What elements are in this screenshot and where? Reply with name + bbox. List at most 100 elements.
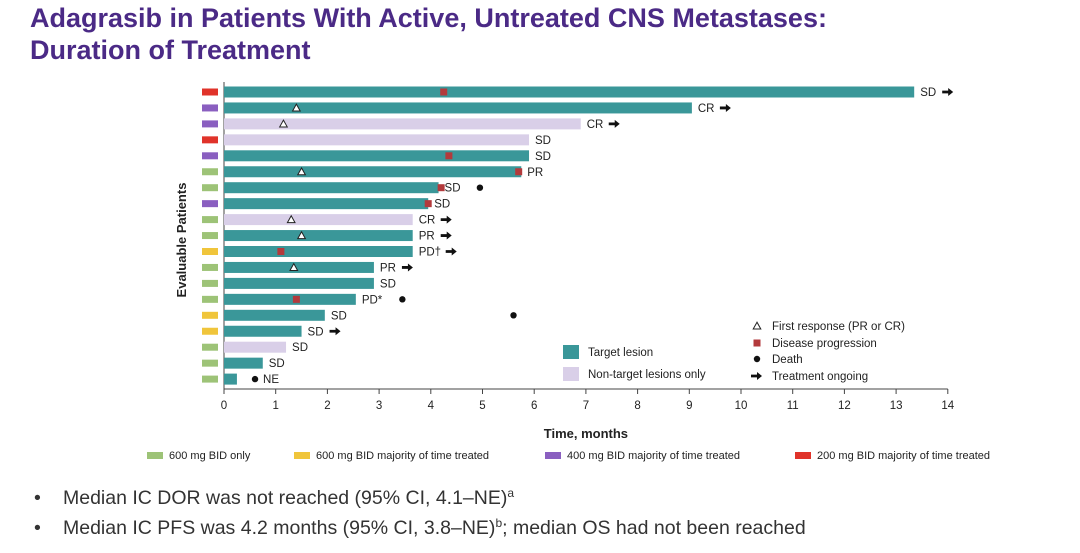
first-response-marker bbox=[278, 119, 289, 128]
legend-dose-label: 400 mg BID majority of time treated bbox=[567, 450, 740, 462]
legend-ongoing-label: Treatment ongoing bbox=[772, 371, 868, 383]
duration-bar bbox=[224, 86, 915, 98]
legend-target-label: Target lesion bbox=[588, 347, 653, 359]
first-response-marker bbox=[296, 166, 307, 176]
dose-marker bbox=[202, 200, 218, 208]
first-response-marker bbox=[291, 103, 302, 112]
duration-bar bbox=[224, 261, 374, 273]
death-marker bbox=[476, 184, 484, 191]
legend-dose-swatch bbox=[294, 452, 310, 459]
x-tick-label: 14 bbox=[941, 400, 954, 412]
duration-bar bbox=[224, 198, 429, 210]
x-tick-label: 0 bbox=[221, 400, 227, 412]
legend-dose-label: 200 mg BID majority of time treated bbox=[817, 450, 990, 462]
dose-marker bbox=[202, 311, 218, 319]
duration-bar bbox=[224, 182, 439, 194]
dose-marker bbox=[202, 168, 218, 176]
dose-marker bbox=[202, 295, 218, 303]
bullet-glyph: • bbox=[34, 517, 41, 539]
progression-marker bbox=[292, 295, 300, 303]
dose-marker bbox=[202, 359, 218, 367]
progression-marker bbox=[437, 184, 445, 192]
progression-marker bbox=[445, 152, 453, 160]
progression-marker bbox=[424, 200, 432, 208]
bar-label: PR bbox=[380, 262, 396, 274]
x-tick-label: 13 bbox=[890, 400, 903, 412]
duration-bar bbox=[224, 373, 237, 385]
dose-marker bbox=[202, 216, 218, 224]
bar-label: SD bbox=[434, 199, 450, 211]
dose-marker bbox=[202, 375, 218, 383]
duration-bar bbox=[224, 325, 302, 337]
duration-bar bbox=[224, 246, 413, 257]
bullet-item: • Median IC PFS was 4.2 months (95% CI, 3… bbox=[30, 513, 806, 543]
duration-bar bbox=[224, 293, 356, 305]
bar-label: SD bbox=[535, 135, 551, 147]
ongoing-arrow bbox=[329, 327, 341, 336]
x-tick-label: 8 bbox=[634, 400, 640, 412]
legend-dose-swatch bbox=[545, 452, 561, 459]
bar-label: PD* bbox=[362, 294, 383, 306]
bullet-glyph: • bbox=[34, 487, 41, 509]
duration-bar bbox=[224, 230, 413, 242]
ongoing-arrow bbox=[445, 247, 457, 256]
first-response-marker bbox=[296, 230, 307, 240]
bar-label: PR bbox=[527, 167, 543, 179]
legend-target-swatch bbox=[563, 345, 579, 359]
bar-label: SD bbox=[269, 358, 285, 370]
legend-dose-label: 600 mg BID majority of time treated bbox=[316, 450, 489, 462]
legend-response-marker bbox=[752, 321, 762, 330]
x-tick-label: 3 bbox=[376, 400, 382, 412]
duration-bar bbox=[224, 214, 413, 226]
bar-label: SD bbox=[308, 326, 324, 338]
title-line-2: Duration of Treatment bbox=[30, 35, 311, 65]
dose-marker bbox=[202, 104, 218, 112]
x-tick-label: 7 bbox=[583, 400, 589, 412]
legend-dose-swatch bbox=[147, 452, 163, 459]
ongoing-arrow bbox=[440, 215, 452, 224]
ongoing-arrow bbox=[401, 263, 413, 272]
legend-progression-marker bbox=[753, 339, 761, 347]
first-response-marker bbox=[289, 262, 299, 271]
legend-nontarget-label: Non-target lesions only bbox=[588, 369, 706, 381]
legend-ongoing-arrow bbox=[751, 372, 762, 380]
dose-marker bbox=[202, 88, 218, 96]
y-axis-title: Evaluable Patients bbox=[174, 183, 189, 298]
dose-marker bbox=[202, 279, 218, 287]
dose-marker bbox=[202, 152, 218, 160]
bar-label: SD bbox=[445, 183, 461, 195]
legend-death-label: Death bbox=[772, 354, 803, 366]
first-response-marker bbox=[286, 214, 296, 224]
duration-bar bbox=[224, 357, 263, 369]
ongoing-arrow bbox=[608, 119, 620, 128]
dose-marker bbox=[202, 327, 218, 335]
x-tick-label: 10 bbox=[735, 400, 748, 412]
x-axis-title: Time, months bbox=[544, 426, 628, 441]
legend-nontarget-swatch bbox=[563, 367, 579, 381]
duration-bar bbox=[224, 277, 374, 289]
duration-bar bbox=[224, 166, 522, 178]
dose-marker bbox=[202, 184, 218, 192]
bar-label: PD† bbox=[419, 247, 441, 259]
x-tick-label: 4 bbox=[428, 400, 435, 412]
bullet-text: Median IC PFS was 4.2 months (95% CI, 3.… bbox=[63, 517, 496, 539]
bar-label: CR bbox=[698, 103, 715, 115]
x-tick-label: 12 bbox=[838, 400, 851, 412]
progression-marker bbox=[440, 88, 448, 96]
bar-label: NE bbox=[263, 374, 279, 386]
dose-marker bbox=[202, 120, 218, 128]
dose-marker bbox=[202, 232, 218, 240]
x-tick-label: 5 bbox=[479, 400, 485, 412]
bullet-tail: ; median OS had not been reached bbox=[502, 517, 806, 539]
duration-bar bbox=[224, 150, 530, 162]
x-tick-label: 6 bbox=[531, 400, 537, 412]
duration-bar bbox=[224, 118, 581, 130]
dose-marker bbox=[202, 248, 218, 255]
bar-label: PR bbox=[419, 231, 435, 243]
summary-bullets: • Median IC DOR was not reached (95% CI, … bbox=[30, 483, 806, 543]
duration-bar bbox=[224, 309, 325, 321]
ongoing-arrow bbox=[942, 88, 954, 96]
bullet-text: Median IC DOR was not reached (95% CI, 4… bbox=[63, 487, 508, 509]
death-marker bbox=[251, 375, 259, 383]
